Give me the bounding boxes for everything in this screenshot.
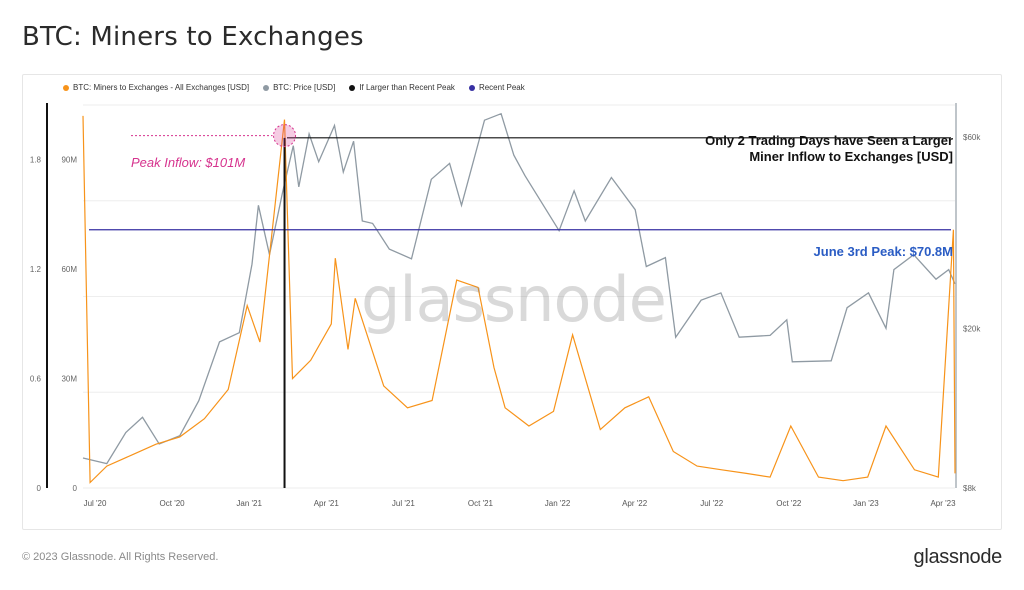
x-tick-label: Oct '20 xyxy=(160,499,186,508)
x-tick-label: Jul '20 xyxy=(84,499,107,508)
x-tick-label: Jan '21 xyxy=(236,499,262,508)
x-tick-label: Apr '23 xyxy=(930,499,956,508)
annotation-peak-inflow: Peak Inflow: $101M xyxy=(131,155,246,170)
peak-inflow-circle xyxy=(273,124,297,148)
legend-dot-price-icon xyxy=(263,84,270,91)
x-tick-label: Oct '22 xyxy=(776,499,802,508)
y-tick-inner: 0 xyxy=(73,484,78,493)
y-tick-right: $20k xyxy=(963,324,981,333)
x-tick-label: Jan '23 xyxy=(853,499,879,508)
legend-dot-flow-icon xyxy=(63,84,69,91)
legend-item-larger[interactable]: If Larger than Recent Peak xyxy=(349,83,455,92)
annotation-larger-inflow-line2: Miner Inflow to Exchanges [USD] xyxy=(749,149,953,164)
legend-item-recent-peak[interactable]: Recent Peak xyxy=(468,83,525,92)
y-tick-right: $60k xyxy=(963,133,981,142)
chart-watermark: glassnode xyxy=(361,263,667,336)
y-tick-outer: 1.8 xyxy=(30,156,42,165)
legend-dot-recent-peak-icon xyxy=(468,84,475,91)
annotation-june-peak: June 3rd Peak: $70.8M xyxy=(813,244,953,259)
legend-label-larger: If Larger than Recent Peak xyxy=(359,83,455,92)
x-tick-label: Jul '22 xyxy=(700,499,723,508)
footer-logo: glassnode xyxy=(913,546,1003,568)
x-tick-label: Jul '21 xyxy=(392,499,415,508)
footer-copyright: © 2023 Glassnode. All Rights Reserved. xyxy=(22,551,219,563)
y-tick-outer: 1.2 xyxy=(30,265,42,274)
y-tick-outer: 0 xyxy=(37,484,42,493)
x-tick-label: Apr '21 xyxy=(314,499,340,508)
y-tick-right: $8k xyxy=(963,484,977,493)
annotation-larger-inflow: Only 2 Trading Days have Seen a Larger M… xyxy=(705,133,953,165)
y-tick-outer: 0.6 xyxy=(30,375,42,384)
chart-frame: BTC: Miners to Exchanges - All Exchanges… xyxy=(22,74,1002,530)
chart-legend: BTC: Miners to Exchanges - All Exchanges… xyxy=(63,83,525,92)
series-price-line xyxy=(82,112,956,465)
y-tick-inner: 30M xyxy=(61,375,77,384)
chart-plot: 0 0.6 1.2 1.8 0 30M 60M 90M $8k $20k $60k Jul '20 Oc… xyxy=(30,103,981,508)
legend-label-recent-peak: Recent Peak xyxy=(478,83,525,92)
y-tick-inner: 90M xyxy=(61,156,77,165)
legend-label-flow: BTC: Miners to Exchanges - All Exchanges… xyxy=(73,83,250,92)
legend-dot-larger-icon xyxy=(349,84,356,91)
legend-item-price[interactable]: BTC: Price [USD] xyxy=(263,83,335,92)
series-flow-line xyxy=(82,115,956,484)
annotation-larger-inflow-line1: Only 2 Trading Days have Seen a Larger xyxy=(705,133,953,148)
legend-label-price: BTC: Price [USD] xyxy=(273,83,336,92)
legend-item-flow[interactable]: BTC: Miners to Exchanges - All Exchanges… xyxy=(63,83,249,92)
page-title: BTC: Miners to Exchanges xyxy=(22,22,364,52)
y-tick-inner: 60M xyxy=(61,265,77,274)
x-tick-label: Jan '22 xyxy=(545,499,571,508)
x-tick-label: Apr '22 xyxy=(622,499,648,508)
x-tick-label: Oct '21 xyxy=(468,499,494,508)
